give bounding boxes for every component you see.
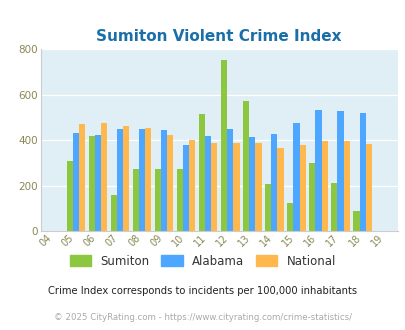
Bar [139,129,145,231]
Bar [132,169,139,231]
Bar [88,136,95,231]
Bar [249,137,255,231]
Bar [101,123,107,231]
Bar [343,141,349,231]
Text: Crime Index corresponds to incidents per 100,000 inhabitants: Crime Index corresponds to incidents per… [48,286,357,296]
Bar [227,129,233,231]
Bar [198,114,205,231]
Bar [145,128,151,231]
Bar [183,145,189,231]
Bar [315,110,321,231]
Bar [161,130,167,231]
Bar [111,195,117,231]
Bar [79,124,85,231]
Bar [72,133,79,231]
Bar [271,134,277,231]
Bar [299,145,305,231]
Bar [211,143,217,231]
Bar [167,135,173,231]
Bar [293,123,299,231]
Bar [321,141,327,231]
Bar [66,161,72,231]
Bar [95,135,101,231]
Bar [154,169,161,231]
Bar [352,211,358,231]
Bar [309,163,315,231]
Bar [117,129,123,231]
Bar [255,143,261,231]
Text: © 2025 CityRating.com - https://www.cityrating.com/crime-statistics/: © 2025 CityRating.com - https://www.city… [54,313,351,322]
Bar [123,125,129,231]
Bar [189,140,195,231]
Bar [177,169,183,231]
Legend: Sumiton, Alabama, National: Sumiton, Alabama, National [65,250,340,273]
Title: Sumiton Violent Crime Index: Sumiton Violent Crime Index [96,29,341,44]
Bar [330,183,337,231]
Bar [220,60,227,231]
Bar [264,184,271,231]
Bar [277,148,283,231]
Bar [205,136,211,231]
Bar [243,101,249,231]
Bar [365,144,371,231]
Bar [286,203,293,231]
Bar [233,143,239,231]
Bar [358,113,365,231]
Bar [337,111,343,231]
